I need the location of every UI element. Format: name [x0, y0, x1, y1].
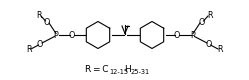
Text: O: O: [37, 40, 43, 48]
Text: O: O: [44, 18, 50, 26]
Text: P: P: [191, 30, 195, 40]
Text: R: R: [217, 46, 223, 54]
Text: R: R: [207, 10, 213, 20]
Text: R: R: [26, 46, 32, 54]
Text: O: O: [199, 18, 205, 26]
Text: O: O: [174, 30, 180, 40]
Text: H: H: [124, 66, 131, 74]
Text: 12-15: 12-15: [109, 70, 128, 76]
Text: P: P: [54, 30, 58, 40]
Text: 25-31: 25-31: [131, 70, 150, 76]
Text: R: R: [36, 10, 42, 20]
Text: O: O: [206, 40, 212, 48]
Text: R = C: R = C: [85, 66, 109, 74]
Text: O: O: [69, 30, 75, 40]
